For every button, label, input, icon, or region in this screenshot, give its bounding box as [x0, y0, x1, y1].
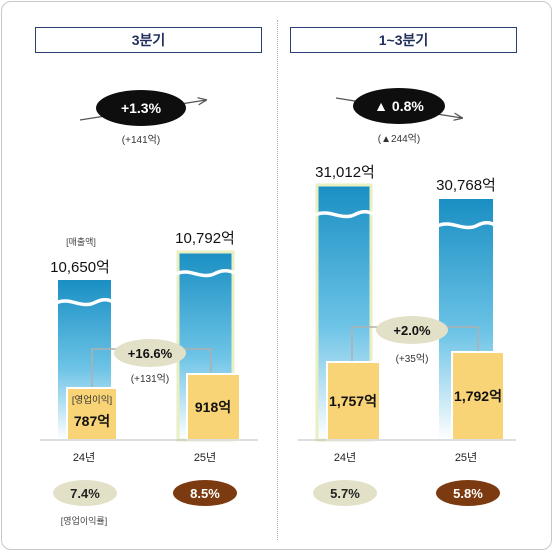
- category-label-q3-25: 25년: [194, 451, 216, 464]
- op-profit-change-sub-q1-q3: (+35억): [396, 353, 429, 365]
- axis-break-wave: [314, 209, 374, 219]
- sales-label-q3-24: 10,650억: [50, 259, 110, 276]
- sales-legend: [매출액]: [66, 236, 96, 247]
- category-label-q1-q3-25: 25년: [455, 451, 477, 464]
- op-profit-label-q3-25: 918억: [195, 399, 231, 415]
- margin-label-q3-25: 8.5%: [190, 486, 220, 501]
- sales-change-label-q3: +1.3%: [121, 100, 162, 116]
- sales-change-sub-q1-q3: (▲244억): [378, 133, 420, 145]
- margin-legend: [영업이익률]: [61, 515, 107, 526]
- op-profit-label-q1-q3-25: 1,792억: [454, 388, 502, 404]
- margin-label-q3-24: 7.4%: [70, 486, 100, 501]
- panel-title-q1-q3: 1~3분기: [290, 27, 517, 53]
- margin-badge-q3-25: [173, 480, 237, 506]
- sales-change-badge-q3: [96, 90, 186, 126]
- sales-change-sub-q3: (+141억): [122, 134, 160, 146]
- op-profit-label-q1-q3-24: 1,757억: [329, 393, 377, 409]
- sales-change-label-q1-q3: ▲ 0.8%: [374, 98, 424, 114]
- op-profit-bar-q1-q3-24: [326, 361, 381, 441]
- sales-change-badge-q1-q3: [353, 88, 445, 124]
- sales-label-q1-q3-25: 30,768억: [436, 177, 496, 194]
- sales-label-q3-25: 10,792억: [175, 230, 235, 247]
- axis-break-wave: [175, 268, 236, 278]
- op-profit-change-badge-q3: [114, 339, 186, 367]
- margin-label-q1-q3-25: 5.8%: [453, 486, 483, 501]
- sales-label-q1-q3-24: 31,012억: [315, 164, 375, 181]
- margin-badge-q1-q3-24: [313, 480, 377, 506]
- axis-break-wave: [55, 297, 114, 307]
- margin-label-q1-q3-24: 5.7%: [330, 486, 360, 501]
- category-label-q3-24: 24년: [73, 451, 95, 464]
- op-profit-change-badge-q1-q3: [376, 316, 448, 344]
- op-profit-legend: [영업이익]: [72, 394, 112, 406]
- op-profit-change-label-q3: +16.6%: [128, 346, 173, 361]
- op-profit-change-sub-q3: (+131억): [131, 373, 169, 385]
- op-profit-label-q3-24: 787억: [74, 413, 110, 429]
- margin-badge-q1-q3-25: [436, 480, 500, 506]
- panel-divider: [277, 20, 278, 540]
- axis-break-wave: [436, 220, 496, 230]
- op-profit-change-label-q1-q3: +2.0%: [393, 323, 431, 338]
- margin-badge-q3-24: [53, 480, 117, 506]
- panel-title-q3: 3분기: [35, 27, 262, 53]
- op-profit-bar-q3-25: [186, 373, 241, 441]
- category-label-q1-q3-24: 24년: [334, 451, 356, 464]
